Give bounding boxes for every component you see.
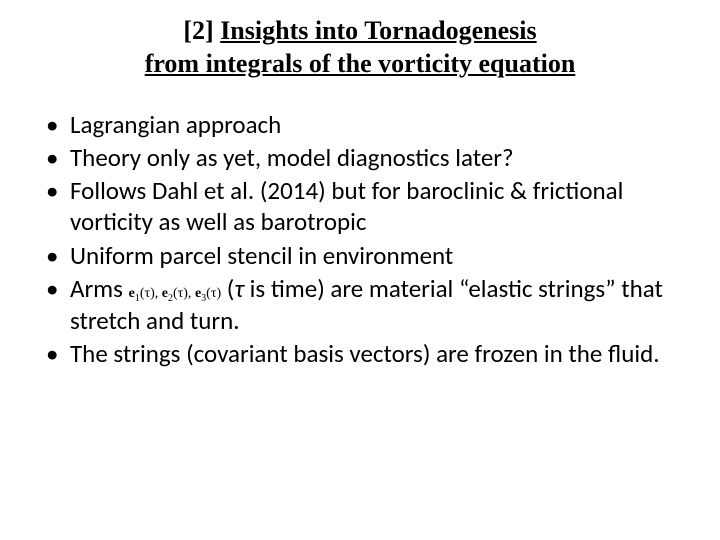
bullet-text: The strings (covariant basis vectors) ar…	[70, 338, 660, 369]
bullet-list: Lagrangian approach Theory only as yet, …	[42, 109, 684, 370]
title-underlined-2: from integrals of the vorticity equation	[145, 49, 576, 78]
bullet-suffix: is time) are material “elastic strings” …	[70, 273, 663, 336]
list-item: The strings (covariant basis vectors) ar…	[42, 338, 684, 369]
title-line-1: [2] Insights into Tornadogenesis	[76, 14, 644, 47]
slide: [2] Insights into Tornadogenesis from in…	[0, 0, 720, 540]
list-item: Follows Dahl et al. (2014) but for baroc…	[42, 175, 684, 238]
bullet-text: Follows Dahl et al. (2014) but for baroc…	[70, 175, 623, 237]
bullet-text: Theory only as yet, model diagnostics la…	[70, 142, 514, 173]
bullet-text: Uniform parcel stencil in environment	[70, 240, 453, 271]
bullet-text: Lagrangian approach	[70, 109, 281, 140]
slide-title: [2] Insights into Tornadogenesis from in…	[36, 14, 684, 81]
title-prefix: [2]	[183, 16, 220, 45]
list-item: Arms e1(τ), e2(τ), e3(τ) (τ is time) are…	[42, 273, 684, 337]
math-expression: e1(τ), e2(τ), e3(τ)	[129, 286, 222, 301]
list-item: Theory only as yet, model diagnostics la…	[42, 142, 684, 173]
list-item: Lagrangian approach	[42, 109, 684, 140]
tau-symbol: τ	[234, 273, 244, 304]
slide-body: Lagrangian approach Theory only as yet, …	[36, 109, 684, 370]
list-item: Uniform parcel stencil in environment	[42, 240, 684, 271]
title-underlined-1: Insights into Tornadogenesis	[220, 16, 536, 45]
title-line-2: from integrals of the vorticity equation	[76, 47, 644, 80]
bullet-between: (	[221, 273, 234, 304]
bullet-prefix: Arms	[70, 273, 129, 304]
